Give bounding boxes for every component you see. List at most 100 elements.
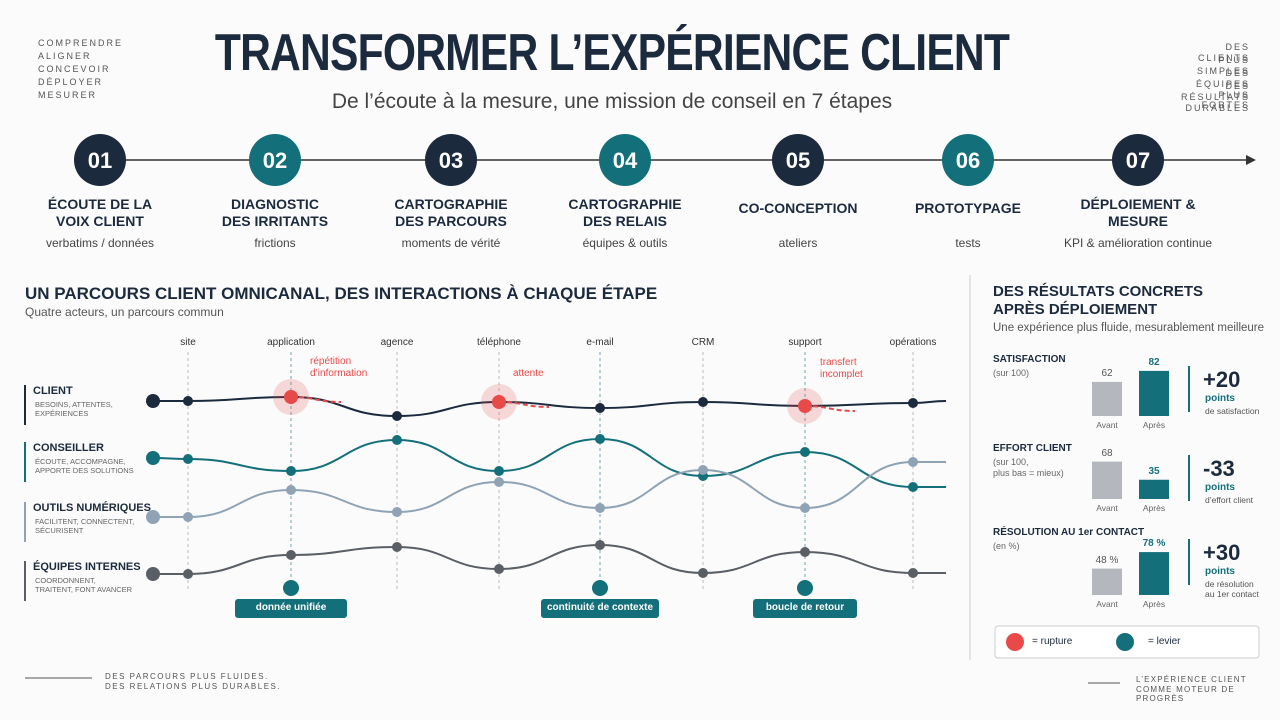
lane-name: CLIENT: [33, 385, 73, 397]
lane-name: CONSEILLER: [33, 442, 104, 454]
result-bar: [1139, 370, 1169, 416]
step-detail: frictions: [254, 236, 296, 250]
result-label: EFFORT CLIENT: [993, 443, 1072, 454]
result-delta-note: d’effort client: [1205, 495, 1254, 505]
results-title: DES RÉSULTATS CONCRETS APRÈS DÉPLOIEMENT: [993, 283, 1204, 318]
legend-label: = rupture: [1032, 636, 1073, 647]
legend-rupture: [1006, 633, 1024, 651]
result-label: RÉSOLUTION AU 1er CONTACT: [993, 527, 1145, 538]
lane-name: OUTILS NUMÉRIQUES: [33, 502, 151, 514]
lane-dot: [146, 567, 160, 581]
bar-value: 68: [1101, 447, 1113, 459]
step-circle: [74, 134, 126, 186]
step-circle: [1112, 134, 1164, 186]
lane-dot: [146, 510, 160, 524]
lane-description: COORDONNENT, TRAITENT, FONT AVANCER: [35, 576, 133, 594]
lane-dot: [800, 547, 810, 557]
step-number: 02: [263, 148, 287, 173]
bar-category: Après: [1142, 503, 1166, 513]
step-number: 05: [786, 148, 810, 173]
lane-dot: [392, 542, 402, 552]
legend-levier: [1116, 633, 1134, 651]
rupture-annotation: transfert incomplet: [820, 357, 863, 380]
result-unit: points: [1205, 393, 1235, 404]
step-circle: [249, 134, 301, 186]
badge: [541, 599, 659, 618]
legend-label: = levier: [1148, 636, 1181, 647]
step-detail: ateliers: [778, 236, 818, 250]
lane-dot: [392, 411, 402, 421]
step-title: DÉPLOIEMENT & MESURE: [1080, 196, 1196, 229]
lane-description: ÉCOUTE, ACCOMPAGNE, APPORTE DES SOLUTION…: [35, 457, 134, 475]
step-detail: moments de vérité: [401, 236, 501, 250]
lane-description: BESOINS, ATTENTES, EXPÉRIENCES: [35, 400, 113, 418]
badge: [753, 599, 857, 618]
step-circle: [772, 134, 824, 186]
rupture-dash: [290, 396, 342, 403]
result-bar: [1139, 479, 1169, 499]
touchpoint: support: [788, 337, 822, 348]
result-bar: [1139, 552, 1169, 595]
touchpoint: CRM: [691, 337, 715, 348]
bar-category: Après: [1142, 599, 1166, 609]
subtitle: De l’écoute à la mesure, une mission de …: [331, 90, 893, 113]
lane-dot: [908, 482, 918, 492]
touchpoint: site: [180, 337, 196, 348]
title: TRANSFORMER L’EXPÉRIENCE CLIENT: [214, 24, 1010, 82]
result-bar: [1092, 381, 1122, 416]
result-note: (sur 100): [993, 368, 1030, 378]
left-list-item: MESURER: [38, 90, 98, 100]
step-detail: tests: [955, 236, 981, 250]
lane-dot: [286, 466, 296, 476]
badge: [235, 599, 347, 618]
left-list-item: ALIGNER: [38, 51, 92, 61]
lever-point: [283, 580, 299, 596]
step-number: 07: [1126, 148, 1150, 173]
bar-value: 82: [1148, 356, 1160, 368]
lever-point: [592, 580, 608, 596]
step-circle: [599, 134, 651, 186]
bar-category: Avant: [1096, 503, 1118, 513]
lane-dot: [392, 507, 402, 517]
result-delta-note: de satisfaction: [1205, 406, 1260, 416]
lane-dot: [146, 451, 160, 465]
bar-value: 78 %: [1142, 538, 1166, 550]
result-delta: +30: [1203, 540, 1241, 565]
right-list-item: DES ÉQUIPES PLUS FORTES: [1195, 68, 1250, 111]
touchpoint: application: [267, 337, 315, 348]
touchpoint: opérations: [889, 337, 937, 348]
lane-dot: [494, 564, 504, 574]
rupture-annotation: attente: [513, 368, 544, 379]
badge-label: boucle de retour: [765, 602, 845, 613]
lane-dot: [698, 465, 708, 475]
left-list-item: CONCEVOIR: [38, 64, 111, 74]
right-list-item: DES CLIENTS: [1198, 42, 1251, 63]
results-subtitle: Une expérience plus fluide, mesurablemen…: [993, 322, 1265, 334]
badge-label: donnée unifiée: [255, 602, 327, 613]
step-number: 04: [613, 148, 638, 173]
lane-dot: [183, 512, 193, 522]
result-delta-note: de résolution au 1er contact: [1205, 579, 1259, 600]
lane-dot: [595, 503, 605, 513]
result-unit: points: [1205, 566, 1235, 577]
bar-value: 35: [1148, 465, 1160, 477]
result-delta: +20: [1203, 367, 1241, 392]
journey-title: UN PARCOURS CLIENT OMNICANAL, DES INTERA…: [25, 284, 658, 303]
bar-category: Avant: [1096, 420, 1118, 430]
lane-dot: [908, 398, 918, 408]
lane-dot: [494, 477, 504, 487]
step-number: 03: [439, 148, 463, 173]
step-title: ÉCOUTE DE LA VOIX CLIENT: [47, 196, 153, 229]
result-bar: [1092, 568, 1122, 595]
step-detail: KPI & amélioration continue: [1063, 236, 1213, 250]
lane-dot: [183, 569, 193, 579]
lane-dot: [698, 397, 708, 407]
result-note: (sur 100, plus bas = mieux): [993, 457, 1064, 478]
lane-line: [153, 543, 946, 575]
right-list-item: DES RÉSULTATS DURABLES: [1181, 81, 1251, 113]
touchpoint: e-mail: [586, 337, 614, 348]
lane-dot: [286, 485, 296, 495]
lane-name: ÉQUIPES INTERNES: [33, 561, 141, 573]
step-title: CARTOGRAPHIE DES RELAIS: [568, 196, 682, 229]
journey-subtitle: Quatre acteurs, un parcours commun: [25, 305, 224, 319]
